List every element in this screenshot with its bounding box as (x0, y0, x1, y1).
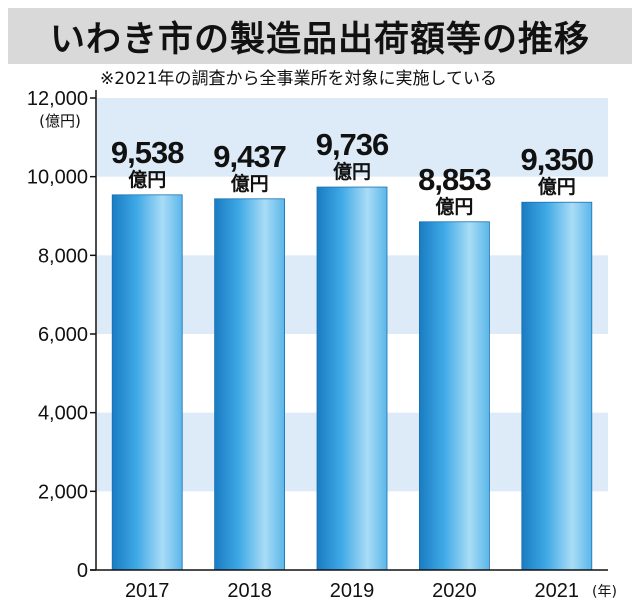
bar-value-label: 9,736 (316, 127, 389, 162)
x-axis: 2017 2018 2019 2020 2021 (90, 569, 608, 602)
x-tick-label: 2017 (125, 580, 170, 602)
bar-unit-label: 億円 (333, 160, 371, 183)
bar-value-label: 9,350 (521, 142, 594, 177)
bar-value-label: 9,538 (111, 135, 184, 170)
y-tick-label: 4,000 (38, 403, 88, 425)
bar (316, 186, 388, 571)
grid-band (97, 98, 608, 177)
y-axis-unit: (億円) (39, 112, 81, 130)
bar-unit-label: 億円 (435, 195, 473, 218)
bar-unit-label: 億円 (538, 175, 576, 198)
y-tick-label: 10,000 (27, 167, 88, 189)
y-tick-label: 6,000 (38, 324, 88, 346)
x-tick-label: 2019 (330, 580, 375, 602)
chart-note: ※2021年の調査から全事業所を対象に実施している (100, 69, 497, 89)
y-tick-label: 2,000 (38, 481, 88, 503)
x-tick-label: 2021 (535, 580, 580, 602)
y-tick-label: 0 (77, 560, 88, 582)
bar (521, 201, 593, 571)
chart-title: いわき市の製造品出荷額等の推移 (49, 19, 590, 60)
bar (214, 198, 286, 571)
bar (418, 221, 490, 571)
y-axis: 0 2,000 4,000 6,000 8,000 10,000 12,000 (27, 88, 97, 582)
bar-unit-label: 億円 (128, 168, 166, 191)
title-band: いわき市の製造品出荷額等の推移 (8, 8, 632, 64)
y-tick-label: 12,000 (27, 88, 88, 110)
x-tick-label: 2020 (432, 580, 477, 602)
x-tick-label: 2018 (227, 580, 272, 602)
bar-value-label: 9,437 (213, 139, 286, 174)
bar (111, 194, 183, 571)
bar-unit-label: 億円 (231, 172, 269, 195)
y-tick-label: 8,000 (38, 245, 88, 267)
x-axis-unit: (年) (592, 584, 617, 600)
bar-value-label: 8,853 (418, 162, 491, 197)
